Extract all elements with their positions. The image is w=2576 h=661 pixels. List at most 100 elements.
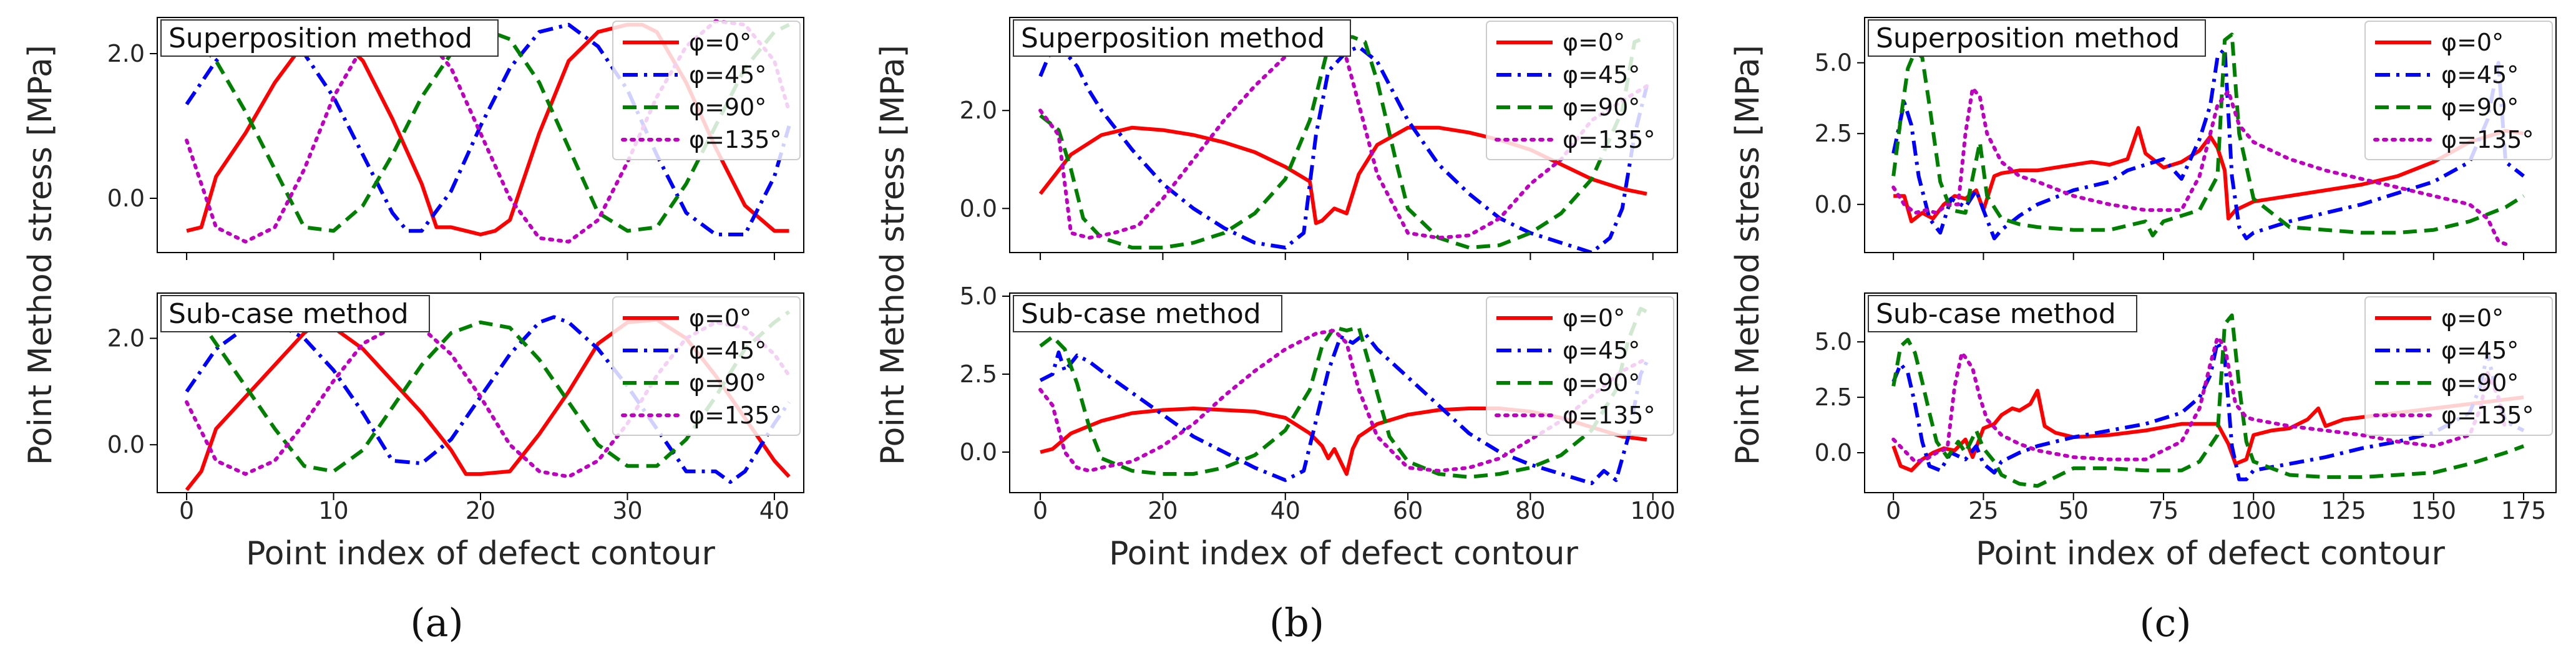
subplot-title: Superposition method [1013,19,1351,57]
y-axis-label: Point Method stress [MPa] [22,45,59,465]
legend-label: φ=45° [2441,61,2519,89]
panel-c: 0.0 2.5 5.0 Superposition method φ=0° φ=45° φ=… [1729,17,2557,645]
x-tick-label: 30 [612,497,642,524]
subplot-title-box [1868,295,2137,332]
legend-box [612,296,801,436]
legend-label: φ=90° [1563,94,1640,121]
legend-label: φ=0° [1563,29,1625,56]
legend-label: φ=45° [689,337,766,364]
legend-label: φ=135° [2441,126,2534,153]
subplot-title-box [1868,19,2206,57]
series-line-phi-0 [1891,388,2524,473]
legend-label: φ=0° [2441,29,2504,56]
series-line-phi-0 [1893,126,2524,223]
legend-box [2364,296,2553,436]
legend-label: φ=135° [1563,126,1655,153]
panel-caption: (b) [1269,600,1324,645]
x-tick-label: 175 [2501,497,2547,524]
legend-label: φ=90° [2441,369,2519,397]
panel-caption: (a) [410,600,463,645]
y-tick-label: 2.0 [107,325,145,352]
panel-a: 0.0 2.0 Superposition method φ=0° φ=45° φ=90°… [22,17,804,645]
legend: φ=0° φ=45° φ=90° φ=135° [2364,296,2553,436]
legend: φ=0° φ=45° φ=90° φ=135° [612,21,801,160]
plot-frame [1009,292,1678,493]
x-tick-label: 80 [1515,497,1545,524]
subplot-title-box [1013,19,1351,57]
subplot-title: Sub-case method [1013,295,1282,332]
legend-label: φ=135° [689,402,781,429]
x-tick-label: 50 [2059,497,2089,524]
legend-label: φ=135° [1563,402,1655,429]
y-tick-label: 2.5 [960,360,997,388]
x-tick-label: 125 [2321,497,2366,524]
panel-b: 0.0 2.0 Superposition method φ=0° φ=45° φ=90°… [874,17,1678,645]
subplot-title: Superposition method [160,19,499,57]
subplot-title-text: Superposition method [1876,22,2180,54]
legend-label: φ=90° [1563,369,1640,397]
x-axis-label: Point index of defect contour [1109,535,1578,572]
legend-label: φ=45° [689,61,766,89]
y-tick-label: 5.0 [1815,328,1852,355]
plot-frame [1864,292,2557,493]
subplot-title: Sub-case method [160,295,430,332]
x-tick-label: 0 [179,497,194,524]
legend-label: φ=90° [689,369,766,397]
series-line-phi-45 [1891,340,2525,481]
x-tick-label: 20 [466,497,495,524]
y-tick-label: 5.0 [1815,49,1852,77]
series-line-phi-45 [1038,45,1649,253]
legend-label: φ=45° [1563,61,1640,89]
subplot-c-2: 0.0 2.5 5.0 0 25 50 75 100 125 150 175 Sub-case met… [1815,292,2557,524]
y-tick-label: 2.5 [1815,384,1852,411]
y-tick-label: 0.0 [960,438,997,466]
series-line-phi-45 [1891,47,2525,241]
legend-label: φ=90° [2441,94,2519,121]
subplot-title-box [160,19,499,57]
subplot-title-text: Sub-case method [1876,298,2116,330]
series-line-phi-45 [1039,332,1649,485]
series-line-phi-45 [185,22,791,236]
legend-label: φ=135° [2441,402,2534,429]
x-tick-label: 0 [1886,497,1901,524]
y-tick-label: 2.5 [1815,120,1852,147]
series-line-phi-135 [1891,86,2508,246]
y-tick-label: 5.0 [960,282,997,310]
y-tick-label: 0.0 [1815,191,1852,218]
legend-label: φ=0° [689,304,751,332]
x-tick-label: 75 [2149,497,2178,524]
x-tick-label: 100 [1630,497,1676,524]
subplot-b-2: 0.0 2.5 5.0 0 20 40 60 80 100 Sub-case method φ=0°… [960,282,1678,524]
subplot-title-text: Sub-case method [168,298,409,330]
subplot-title-box [1013,295,1282,332]
y-tick-label: 0.0 [960,195,997,222]
series-line-phi-90 [1891,313,2525,488]
legend-label: φ=90° [689,94,766,121]
subplot-title: Sub-case method [1868,295,2137,332]
legend-label: φ=45° [1563,337,1640,364]
series-line-phi-90 [1039,307,1648,479]
x-tick-label: 25 [1968,497,1998,524]
subplot-title: Superposition method [1868,19,2206,57]
x-tick-label: 40 [1271,497,1300,524]
x-tick-label: 100 [2231,497,2276,524]
subplot-c-1: 0.0 2.5 5.0 Superposition method φ=0° φ=45° φ=… [1815,17,2557,260]
x-axis-label: Point index of defect contour [1976,535,2445,572]
plot-frame [1009,17,1678,253]
legend-label: φ=45° [2441,337,2519,364]
legend: φ=0° φ=45° φ=90° φ=135° [612,296,801,436]
subplot-title-text: Superposition method [1021,22,1325,54]
x-tick-label: 0 [1033,497,1048,524]
y-tick-label: 0.0 [107,185,145,212]
x-tick-label: 150 [2411,497,2457,524]
panel-caption: (c) [2139,600,2191,645]
subplot-title-text: Superposition method [168,22,472,54]
legend-box [2364,21,2553,160]
legend: φ=0° φ=45° φ=90° φ=135° [1486,296,1674,436]
series-group [1891,32,2525,246]
subplot-title-text: Sub-case method [1021,298,1261,330]
series-line-phi-90 [185,22,790,233]
plot-frame [1864,17,2557,253]
